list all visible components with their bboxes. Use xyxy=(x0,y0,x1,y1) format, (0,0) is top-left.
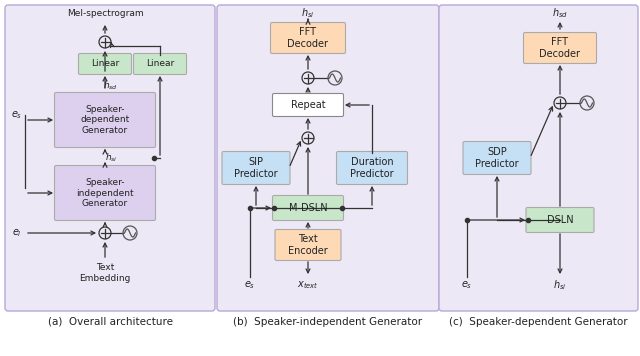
Text: (b)  Speaker-independent Generator: (b) Speaker-independent Generator xyxy=(234,317,422,327)
Text: SIP
Predictor: SIP Predictor xyxy=(234,157,278,179)
Text: $e_s$: $e_s$ xyxy=(244,279,256,291)
Text: (c)  Speaker-dependent Generator: (c) Speaker-dependent Generator xyxy=(449,317,627,327)
FancyBboxPatch shape xyxy=(54,166,156,220)
Text: Mel-spectrogram: Mel-spectrogram xyxy=(67,9,143,17)
Text: $e_s$: $e_s$ xyxy=(461,279,473,291)
FancyBboxPatch shape xyxy=(273,195,344,220)
FancyBboxPatch shape xyxy=(217,5,439,311)
Text: Duration
Predictor: Duration Predictor xyxy=(350,157,394,179)
Text: FFT
Decoder: FFT Decoder xyxy=(540,37,580,59)
Text: Repeat: Repeat xyxy=(291,100,325,110)
FancyBboxPatch shape xyxy=(275,230,341,261)
Text: $e_l$: $e_l$ xyxy=(12,227,22,239)
Text: Linear: Linear xyxy=(146,59,174,68)
FancyBboxPatch shape xyxy=(524,32,596,63)
FancyBboxPatch shape xyxy=(526,208,594,232)
FancyBboxPatch shape xyxy=(273,94,344,116)
FancyBboxPatch shape xyxy=(222,152,290,184)
FancyBboxPatch shape xyxy=(134,53,186,74)
Text: $h_{sd}$: $h_{sd}$ xyxy=(552,6,568,20)
Text: DSLN: DSLN xyxy=(547,215,573,225)
FancyBboxPatch shape xyxy=(463,141,531,174)
Text: FFT
Decoder: FFT Decoder xyxy=(287,27,328,49)
Text: $h_{si}$: $h_{si}$ xyxy=(553,278,567,292)
FancyBboxPatch shape xyxy=(439,5,638,311)
Text: $h_{sd}$: $h_{sd}$ xyxy=(104,80,118,92)
FancyBboxPatch shape xyxy=(271,22,346,53)
Text: Text
Embedding: Text Embedding xyxy=(79,263,131,283)
FancyBboxPatch shape xyxy=(54,93,156,147)
Text: $h_{si}$: $h_{si}$ xyxy=(301,6,315,20)
Text: $h_{si}$: $h_{si}$ xyxy=(104,152,117,164)
Text: $x_{text}$: $x_{text}$ xyxy=(297,279,319,291)
Text: $e_s$: $e_s$ xyxy=(11,109,22,121)
Text: (a)  Overall architecture: (a) Overall architecture xyxy=(47,317,173,327)
FancyBboxPatch shape xyxy=(5,5,215,311)
Text: Text
Encoder: Text Encoder xyxy=(288,234,328,256)
FancyBboxPatch shape xyxy=(79,53,131,74)
Text: M-DSLN: M-DSLN xyxy=(289,203,327,213)
Text: Linear: Linear xyxy=(91,59,119,68)
Text: Speaker-
dependent
Generator: Speaker- dependent Generator xyxy=(81,105,130,135)
Text: SDP
Predictor: SDP Predictor xyxy=(475,147,519,169)
FancyBboxPatch shape xyxy=(337,152,408,184)
Text: Speaker-
independent
Generator: Speaker- independent Generator xyxy=(76,178,134,208)
